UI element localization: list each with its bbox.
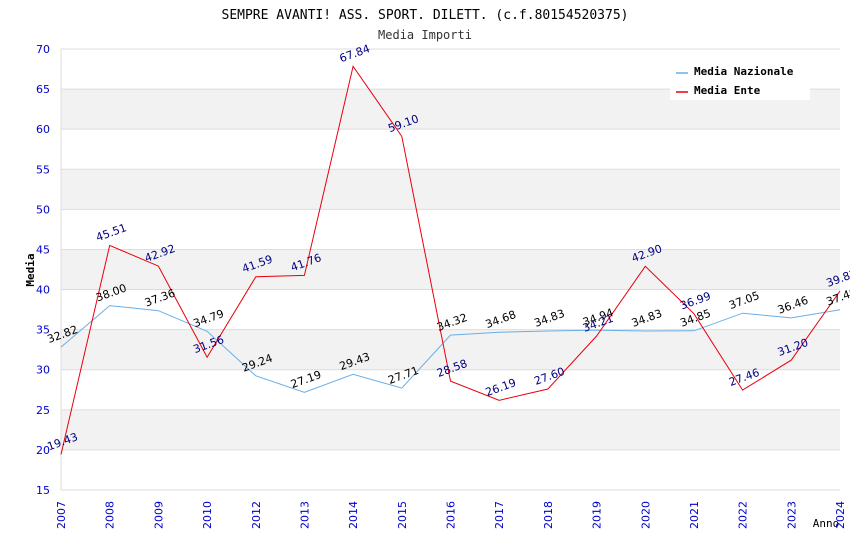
x-tick-label: 2009 — [152, 501, 165, 529]
y-axis-ticks: 15 20 25 30 35 40 45 50 55 60 65 70 — [36, 43, 50, 497]
x-tick-label: 2013 — [298, 501, 311, 529]
x-tick-label: 2017 — [493, 501, 506, 529]
data-label: 34.83 — [630, 307, 664, 330]
legend-label-media-nazionale: Media Nazionale — [694, 65, 794, 78]
x-tick-label: 2024 — [834, 501, 847, 529]
series-lines — [60, 65, 841, 455]
x-tick-label: 2014 — [347, 501, 360, 529]
y-tick-label: 70 — [36, 43, 50, 56]
data-label: 34.79 — [192, 307, 226, 330]
data-label: 67.84 — [338, 42, 372, 65]
x-tick-label: 2007 — [55, 501, 68, 529]
y-tick-label: 40 — [36, 284, 50, 297]
grid-band — [61, 329, 840, 370]
y-tick-label: 65 — [36, 83, 50, 96]
x-tick-label: 2016 — [445, 501, 458, 529]
x-tick-label: 2022 — [737, 501, 750, 529]
x-tick-label: 2015 — [396, 501, 409, 529]
x-tick-label: 2010 — [201, 501, 214, 529]
y-tick-label: 15 — [36, 484, 50, 497]
x-axis-label: Anno — [813, 517, 840, 530]
y-tick-label: 35 — [36, 324, 50, 337]
x-tick-label: 2023 — [785, 501, 798, 529]
x-tick-label: 2019 — [591, 501, 604, 529]
chart-subtitle: Media Importi — [378, 28, 472, 42]
data-label: 26.19 — [484, 376, 518, 399]
legend-label-media-ente: Media Ente — [694, 84, 761, 97]
series-line-media-nazionale — [60, 305, 841, 393]
y-tick-label: 20 — [36, 444, 50, 457]
x-tick-label: 2008 — [104, 501, 117, 529]
background-bands — [61, 89, 840, 450]
grid-band — [61, 249, 840, 290]
data-label: 34.83 — [532, 307, 566, 330]
x-tick-label: 2012 — [250, 501, 263, 529]
grid-band — [61, 409, 840, 450]
y-tick-label: 45 — [36, 243, 50, 256]
y-tick-label: 25 — [36, 404, 50, 417]
data-label: 37.05 — [727, 289, 761, 312]
y-tick-label: 60 — [36, 123, 50, 136]
legend: Media Nazionale Media Ente — [670, 60, 810, 100]
y-tick-label: 30 — [36, 364, 50, 377]
y-tick-label: 50 — [36, 203, 50, 216]
chart-title: SEMPRE AVANTI! ASS. SPORT. DILETT. (c.f.… — [222, 8, 629, 23]
data-label: 36.46 — [776, 294, 810, 317]
x-tick-label: 2020 — [639, 501, 652, 529]
x-tick-label: 2021 — [688, 501, 701, 529]
x-tick-label: 2018 — [542, 501, 555, 529]
legend-box — [670, 60, 810, 100]
data-label: 45.51 — [94, 221, 128, 244]
grid-lines — [60, 48, 840, 491]
series-line-media-ente — [60, 65, 841, 455]
x-axis-ticks: 2007 2008 2009 2010 2012 2013 2014 2015 2016 2017… — [55, 501, 847, 529]
y-axis-label: Media — [24, 253, 37, 286]
y-tick-label: 55 — [36, 163, 50, 176]
data-label: 34.68 — [484, 308, 518, 331]
grid-band — [61, 169, 840, 210]
